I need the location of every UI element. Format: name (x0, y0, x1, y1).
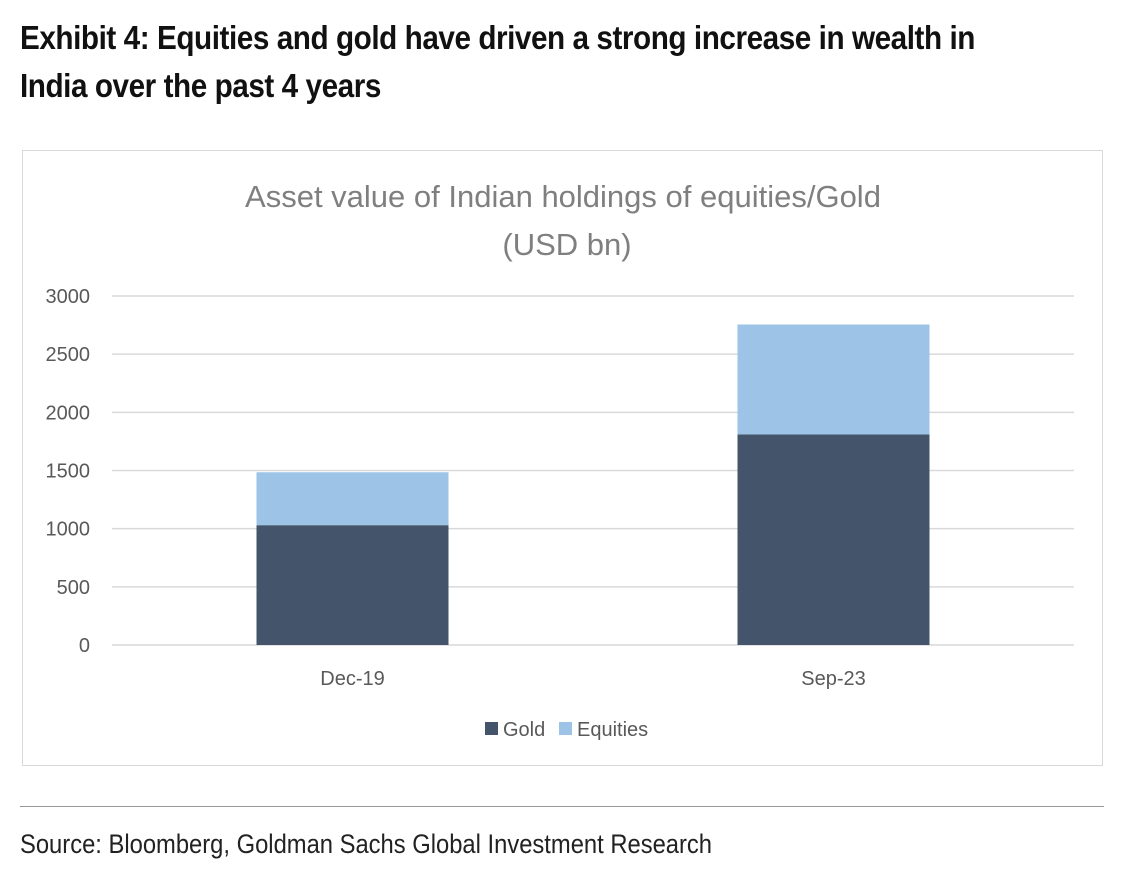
y-tick-label: 1000 (46, 519, 91, 541)
legend-label-equities: Equities (577, 719, 648, 741)
y-tick-label: 0 (79, 635, 90, 657)
x-axis-ticks: Dec-19 Sep-23 (320, 668, 865, 690)
gridlines (112, 295, 1074, 646)
y-tick-label: 1500 (46, 461, 91, 483)
legend-swatch-gold (485, 722, 498, 735)
x-tick-label: Sep-23 (801, 668, 866, 690)
bar-gold-dec-19 (256, 525, 449, 645)
source-note: Source: Bloomberg, Goldman Sachs Global … (20, 829, 713, 859)
bar-equities-sep-23 (737, 324, 930, 435)
y-axis-ticks: 0 500 1000 1500 2000 2500 3000 (46, 286, 91, 657)
legend-label-gold: Gold (503, 719, 545, 741)
chart-subtitle: (USD bn) (502, 227, 631, 262)
bar-gold-sep-23 (737, 434, 930, 645)
y-tick-label: 2500 (46, 344, 91, 366)
legend: Gold Equities (485, 719, 648, 741)
bar-equities-dec-19 (256, 472, 449, 526)
legend-swatch-equities (559, 722, 572, 735)
chart-title-group: Asset value of Indian holdings of equiti… (245, 179, 881, 262)
y-tick-label: 2000 (46, 402, 91, 424)
y-tick-label: 500 (57, 577, 90, 599)
source-divider (20, 806, 1104, 807)
y-tick-label: 3000 (46, 286, 91, 308)
exhibit-title: Exhibit 4: Equities and gold have driven… (20, 19, 975, 104)
chart-title: Asset value of Indian holdings of equiti… (245, 179, 881, 214)
bars (256, 324, 930, 645)
x-tick-label: Dec-19 (320, 668, 384, 690)
